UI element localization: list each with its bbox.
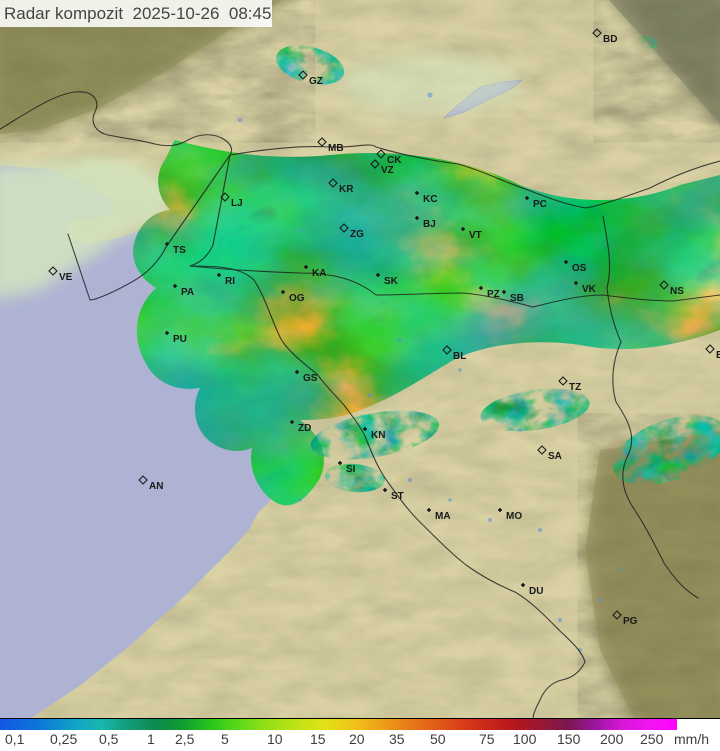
svg-text:BD: BD bbox=[603, 34, 617, 45]
svg-text:SI: SI bbox=[346, 464, 356, 475]
svg-text:ST: ST bbox=[391, 491, 404, 502]
svg-text:VT: VT bbox=[469, 230, 482, 241]
svg-text:SK: SK bbox=[384, 276, 399, 287]
svg-text:MA: MA bbox=[435, 511, 451, 522]
svg-text:AN: AN bbox=[149, 481, 163, 492]
svg-text:PU: PU bbox=[173, 334, 187, 345]
svg-text:GS: GS bbox=[303, 373, 318, 384]
svg-text:ZG: ZG bbox=[350, 229, 364, 240]
svg-text:SA: SA bbox=[548, 451, 562, 462]
svg-text:TS: TS bbox=[173, 245, 186, 256]
svg-text:VZ: VZ bbox=[381, 165, 394, 176]
svg-text:SB: SB bbox=[510, 293, 524, 304]
svg-text:MO: MO bbox=[506, 511, 522, 522]
svg-text:RI: RI bbox=[225, 276, 235, 287]
svg-text:GZ: GZ bbox=[309, 76, 323, 87]
svg-text:KA: KA bbox=[312, 268, 326, 279]
svg-text:MB: MB bbox=[328, 143, 344, 154]
svg-text:KC: KC bbox=[423, 194, 437, 205]
svg-text:KR: KR bbox=[339, 184, 354, 195]
svg-text:BL: BL bbox=[453, 351, 466, 362]
svg-text:KN: KN bbox=[371, 430, 385, 441]
svg-text:OS: OS bbox=[572, 263, 587, 274]
svg-text:VE: VE bbox=[59, 272, 73, 283]
svg-text:VK: VK bbox=[582, 284, 597, 295]
svg-text:ZD: ZD bbox=[298, 423, 311, 434]
svg-text:NS: NS bbox=[670, 286, 684, 297]
svg-text:TZ: TZ bbox=[569, 382, 581, 393]
svg-text:BJ: BJ bbox=[423, 219, 436, 230]
svg-text:PA: PA bbox=[181, 287, 194, 298]
svg-text:BG: BG bbox=[716, 350, 720, 361]
svg-text:LJ: LJ bbox=[231, 198, 243, 209]
svg-text:PC: PC bbox=[533, 199, 547, 210]
svg-text:PG: PG bbox=[623, 616, 638, 627]
svg-text:OG: OG bbox=[289, 293, 305, 304]
svg-text:PZ: PZ bbox=[487, 289, 500, 300]
svg-text:DU: DU bbox=[529, 586, 543, 597]
